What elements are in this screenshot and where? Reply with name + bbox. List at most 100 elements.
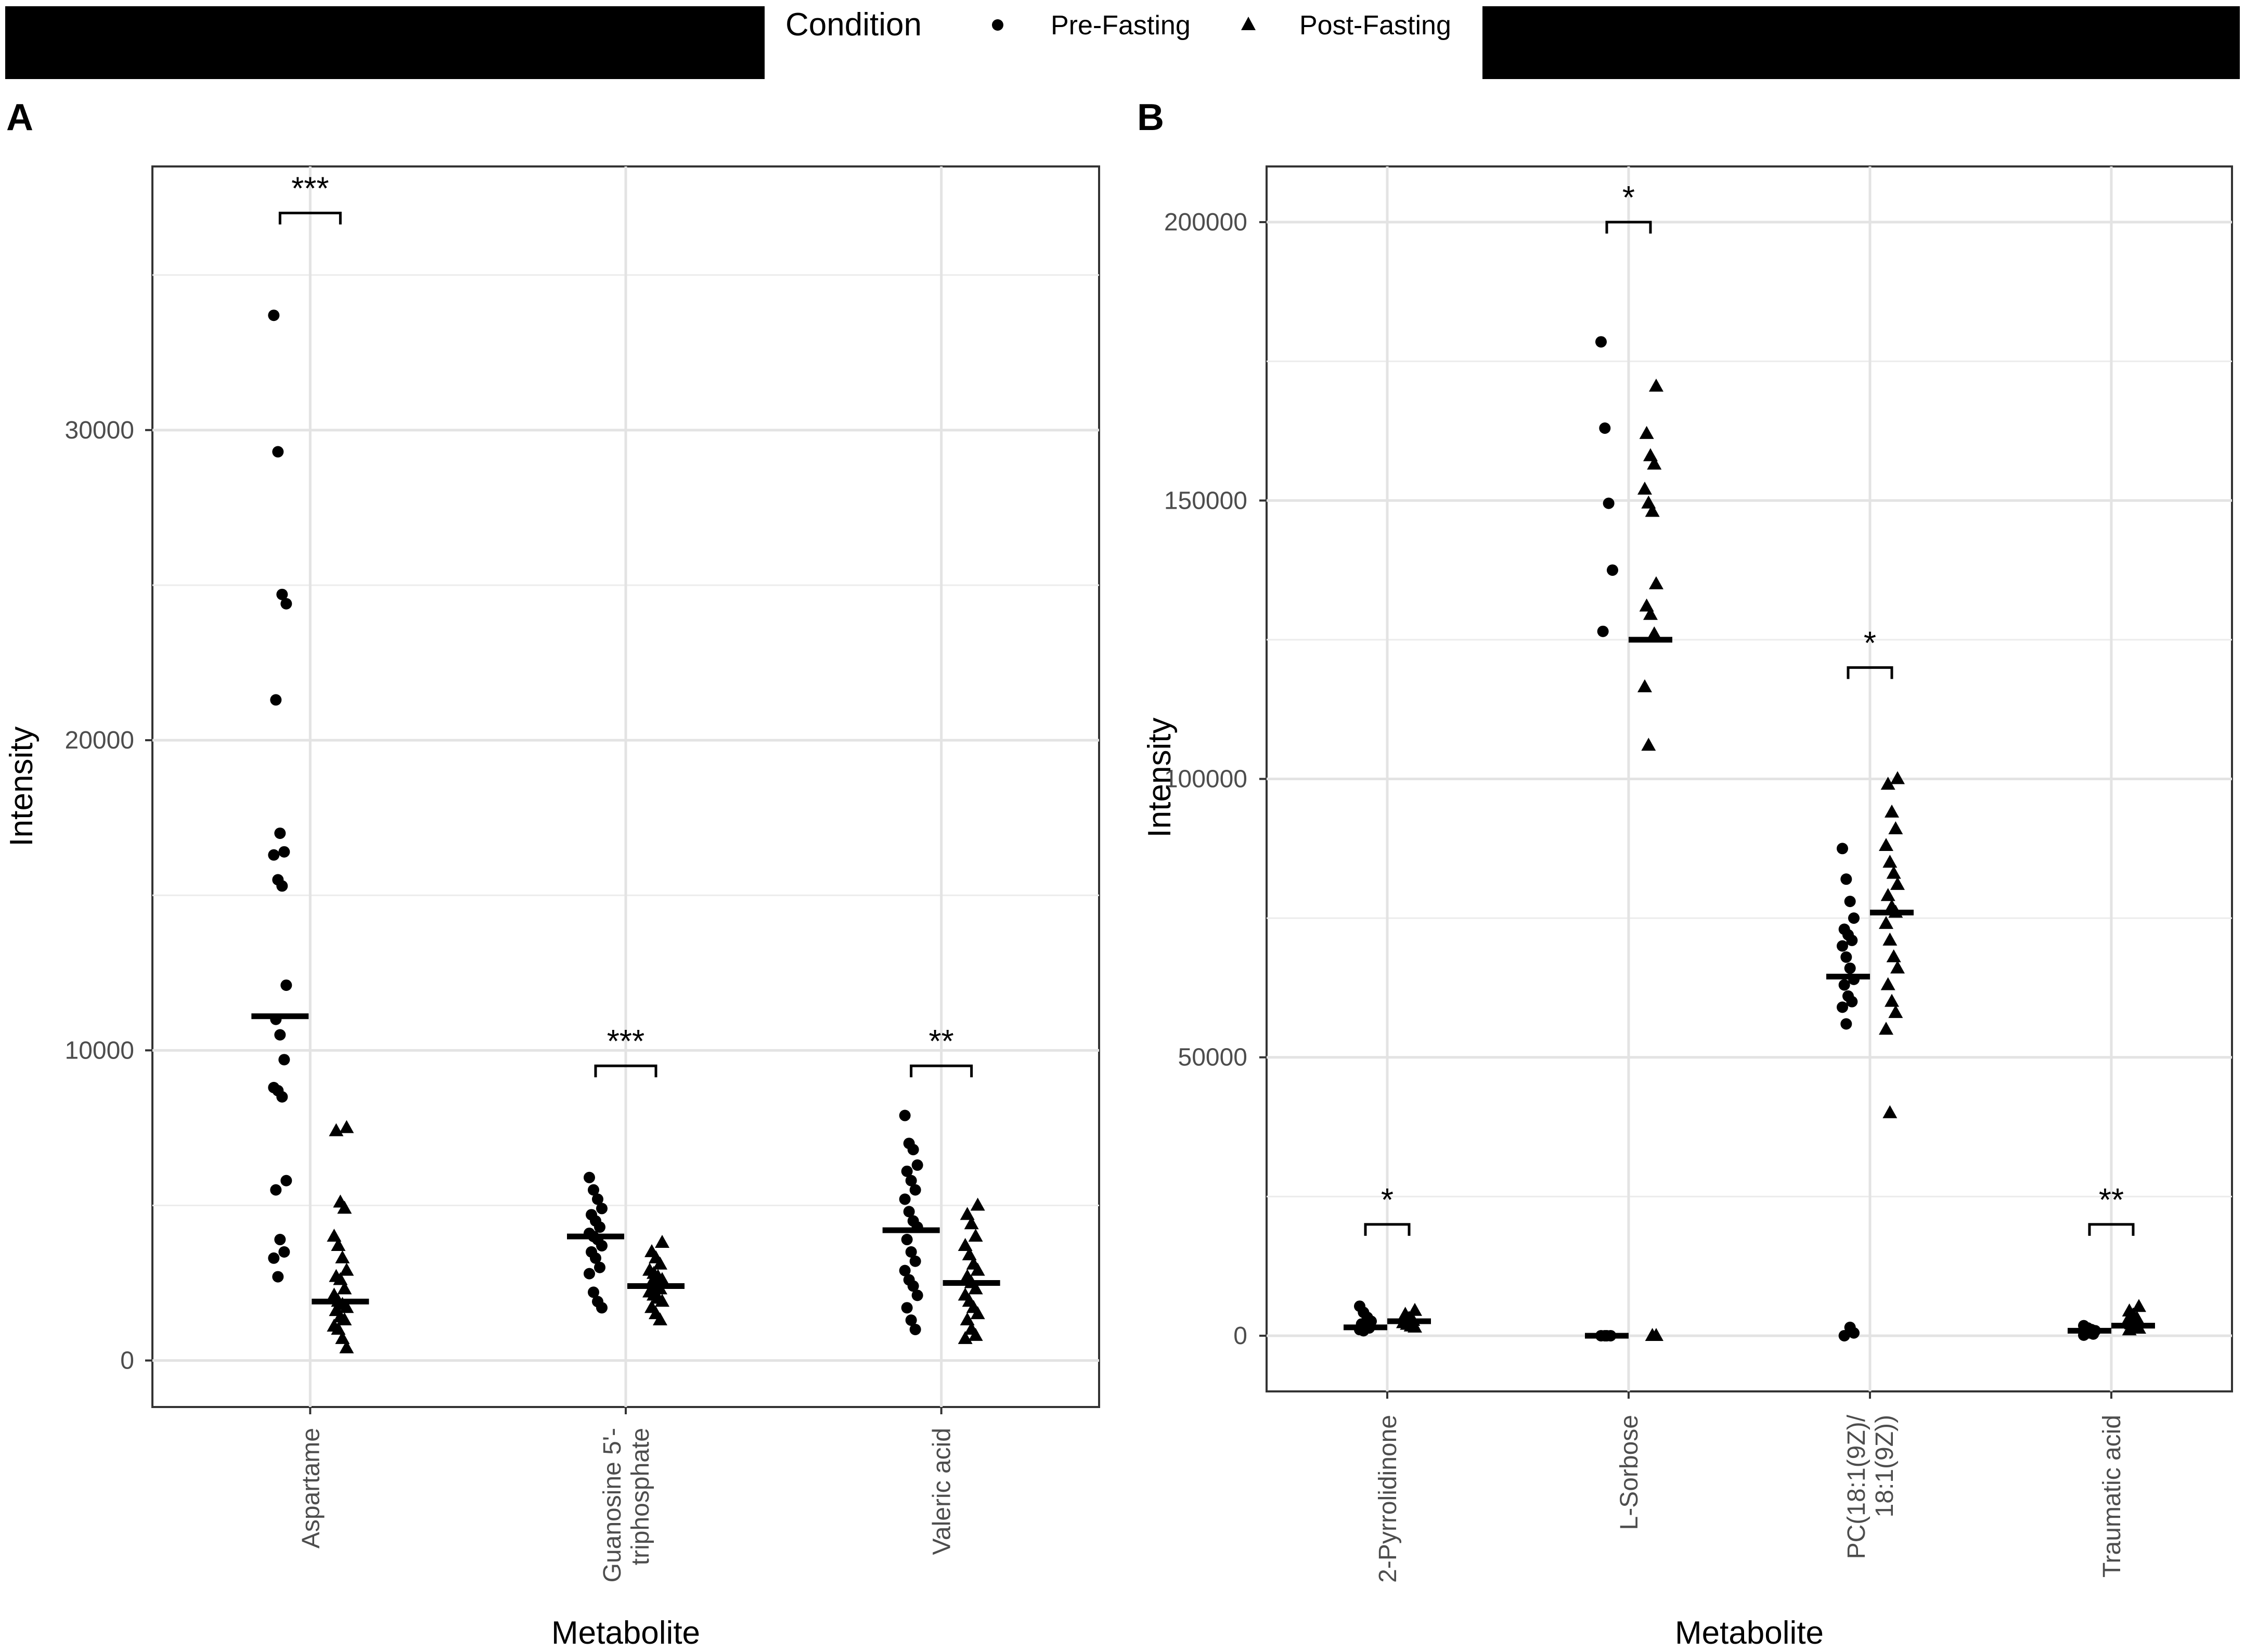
post-fasting-point — [1408, 1302, 1422, 1316]
pre-fasting-point — [1846, 996, 1858, 1008]
x-tick-label-line: Valeric acid — [928, 1428, 956, 1555]
x-tick-label: 2-Pyrrolidinone — [1374, 1415, 1402, 1583]
pre-fasting-point — [1840, 873, 1852, 885]
y-tick-label: 100000 — [1164, 766, 1247, 793]
pre-fasting-point — [905, 1175, 917, 1186]
x-tick-label: L-Sorbose — [1616, 1415, 1643, 1530]
pre-fasting-point — [901, 1165, 913, 1177]
post-fasting-point — [1649, 576, 1663, 589]
x-tick-label-line: L-Sorbose — [1616, 1415, 1643, 1530]
pre-fasting-point — [276, 588, 288, 600]
significance-label: *** — [291, 171, 329, 206]
pre-fasting-point — [596, 1302, 608, 1314]
pre-fasting-point — [276, 880, 288, 892]
x-tick-label: Valeric acid — [928, 1428, 956, 1555]
post-fasting-point — [1880, 777, 1895, 790]
pre-fasting-point — [590, 1252, 601, 1264]
panel-a: A 0 10000 20000 30000 Aspartame Guanosine 5'… — [4, 97, 1100, 1651]
post-fasting-point — [958, 1237, 973, 1251]
panel-b-label: B — [1137, 97, 1164, 138]
post-fasting-point — [653, 1312, 667, 1326]
pre-fasting-point — [899, 1109, 911, 1121]
y-tick-label: 0 — [1233, 1322, 1247, 1350]
x-tick-label-line: 18:1(9Z)) — [1871, 1415, 1899, 1517]
post-fasting-point — [970, 1306, 985, 1320]
pre-fasting-point — [907, 1144, 919, 1156]
post-fasting-point — [1637, 679, 1652, 692]
y-tick-label: 200000 — [1164, 209, 1247, 236]
post-fasting-point — [339, 1340, 354, 1353]
pre-fasting-point — [909, 1184, 921, 1196]
pre-fasting-point — [1837, 843, 1848, 855]
post-fasting-point — [2132, 1299, 2146, 1312]
pre-fasting-point — [592, 1193, 603, 1205]
y-tick-label: 30000 — [65, 417, 134, 444]
panel-a-label: A — [6, 97, 33, 138]
post-fasting-point — [1882, 932, 1898, 946]
post-fasting-point — [335, 1331, 350, 1344]
x-tick-label-line: Aspartame — [297, 1428, 325, 1548]
post-fasting-point — [960, 1207, 975, 1220]
post-fasting-point — [1879, 837, 1893, 851]
pre-fasting-point — [278, 1246, 290, 1258]
significance-label: * — [1864, 625, 1876, 661]
x-tick-label: Traumatic acid — [2098, 1415, 2126, 1578]
significance-bracket — [1847, 666, 1893, 679]
post-fasting-point — [1643, 606, 1658, 620]
legend-post-label: Post-Fasting — [1299, 10, 1451, 41]
post-fasting-point — [339, 1262, 354, 1276]
pre-fasting-point — [278, 846, 290, 858]
legend: Condition Pre-Fasting Post-Fasting — [5, 6, 2240, 79]
significance-label: * — [1381, 1182, 1394, 1218]
post-fasting-point — [1880, 977, 1895, 990]
pre-fasting-point — [899, 1264, 911, 1276]
significance-label: ** — [2099, 1182, 2124, 1218]
y-tick-label: 150000 — [1164, 487, 1247, 514]
post-fasting-point — [339, 1300, 354, 1313]
panel-b-y-axis-label: Intensity — [1142, 718, 1178, 838]
post-fasting-point — [1890, 960, 1905, 974]
post-fasting-point — [1879, 1022, 1893, 1035]
x-tick-label-line: triphosphate — [627, 1428, 654, 1565]
post-fasting-point — [1886, 949, 1901, 963]
pre-fasting-point — [1844, 962, 1856, 974]
post-fasting-point — [1888, 1005, 1903, 1018]
y-tick-label: 0 — [120, 1347, 134, 1375]
pre-fasting-point — [588, 1184, 599, 1196]
significance-bracket — [910, 1064, 973, 1078]
pre-fasting-point — [903, 1206, 915, 1218]
x-tick-label-line: Guanosine 5'- — [599, 1428, 626, 1582]
panel-b-x-ticks: 2-Pyrrolidinone L-Sorbose PC(18:1(9Z)/18:1… — [1374, 1391, 2126, 1583]
post-fasting-point — [968, 1281, 983, 1295]
pre-fasting-point — [901, 1234, 913, 1246]
pre-fasting-point — [1837, 940, 1848, 952]
pre-fasting-point — [1595, 336, 1607, 348]
pre-fasting-point — [1840, 1018, 1852, 1030]
pre-fasting-point — [274, 1029, 286, 1041]
post-fasting-point — [958, 1331, 973, 1344]
post-fasting-point — [1641, 738, 1656, 751]
post-fasting-point — [970, 1197, 985, 1211]
pre-fasting-point — [1603, 497, 1615, 509]
post-fasting-point — [333, 1272, 348, 1285]
post-fasting-point — [1639, 425, 1654, 439]
pre-fasting-point — [268, 1252, 280, 1264]
pre-fasting-point — [584, 1268, 595, 1280]
pre-fasting-point — [909, 1255, 921, 1267]
post-fasting-point — [964, 1216, 979, 1230]
significance-label: *** — [607, 1024, 644, 1060]
pre-fasting-point — [1837, 1001, 1848, 1013]
x-tick-label: Aspartame — [297, 1428, 325, 1548]
post-fasting-point — [1885, 993, 1899, 1007]
pre-fasting-point — [909, 1323, 921, 1335]
panel-b: B 0 50000 100000 150000 200000 2-Pyrrolidino… — [1137, 97, 2233, 1651]
pre-fasting-point — [911, 1289, 923, 1301]
significance-label: * — [1622, 180, 1635, 216]
post-fasting-point — [329, 1123, 344, 1137]
pre-fasting-point — [911, 1159, 923, 1171]
pre-fasting-point — [907, 1280, 919, 1292]
panel-b-grid — [1267, 166, 2232, 1391]
pre-fasting-point — [1607, 564, 1618, 576]
post-fasting-point — [339, 1120, 354, 1133]
